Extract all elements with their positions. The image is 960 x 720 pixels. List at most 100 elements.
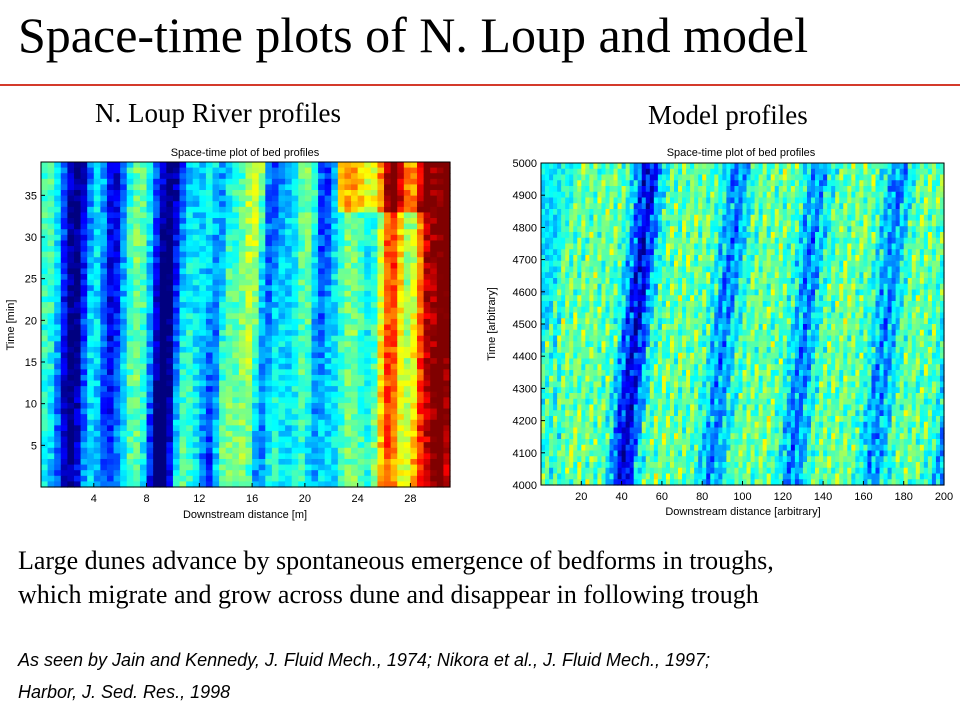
heatmap-cell xyxy=(265,470,273,477)
heatmap-cell xyxy=(166,218,174,225)
heatmap-cell xyxy=(258,285,266,292)
heatmap-cell xyxy=(855,226,860,233)
heatmap-cell xyxy=(553,197,558,204)
heatmap-cell xyxy=(665,214,671,222)
heatmap-cell xyxy=(859,209,864,216)
heatmap-cell xyxy=(106,341,115,348)
heatmap-cell xyxy=(87,229,95,236)
heatmap-cell xyxy=(166,268,174,275)
heatmap-cell xyxy=(573,163,578,170)
heatmap-cell xyxy=(106,352,115,359)
heatmap-cell xyxy=(60,279,68,286)
heatmap-cell xyxy=(146,363,154,370)
heatmap-cell xyxy=(318,380,326,387)
heatmap-cell xyxy=(899,168,905,176)
heatmap-cell xyxy=(219,162,227,169)
heatmap-cell xyxy=(702,186,707,193)
heatmap-cell xyxy=(186,274,194,281)
heatmap-cell xyxy=(238,391,247,398)
heatmap-cell xyxy=(285,178,293,186)
heatmap-cell xyxy=(734,203,740,210)
heatmap-cell xyxy=(232,430,240,438)
heatmap-cell xyxy=(351,391,359,398)
heatmap-cell xyxy=(423,218,431,225)
heatmap-cell xyxy=(205,330,214,337)
heatmap-cell xyxy=(397,369,405,376)
heatmap-cell xyxy=(811,209,816,216)
heatmap-cell xyxy=(133,408,141,415)
heatmap-cell xyxy=(443,358,451,365)
heatmap-cell xyxy=(205,380,214,387)
heatmap-cell xyxy=(891,226,897,233)
x-tick-label: 20 xyxy=(299,493,311,505)
heatmap-cell xyxy=(205,246,214,253)
heatmap-cell xyxy=(87,408,95,415)
heatmap-cell xyxy=(718,191,723,199)
heatmap-cell xyxy=(245,167,253,174)
heatmap-cell xyxy=(159,318,167,326)
heatmap-cell xyxy=(258,335,266,342)
heatmap-cell xyxy=(750,220,756,227)
heatmap-cell xyxy=(851,180,856,187)
heatmap-cell xyxy=(311,167,319,174)
heatmap-cell xyxy=(855,174,860,181)
heatmap-cell xyxy=(357,458,365,466)
heatmap-cell xyxy=(324,481,332,488)
heatmap-cell xyxy=(205,195,214,202)
heatmap-cell xyxy=(750,237,756,245)
heatmap-cell xyxy=(120,447,128,454)
heatmap-cell xyxy=(265,442,273,449)
heatmap-cell xyxy=(318,184,326,191)
heatmap-cell xyxy=(726,186,732,193)
heatmap-cell xyxy=(146,453,154,460)
heatmap-cell xyxy=(212,363,220,370)
heatmap-cell xyxy=(291,374,299,382)
heatmap-cell xyxy=(344,234,352,242)
heatmap-cell xyxy=(397,184,405,191)
heatmap-cell xyxy=(304,246,313,253)
heatmap-cell xyxy=(318,369,326,376)
heatmap-cell xyxy=(403,223,412,230)
heatmap-cell xyxy=(899,220,905,227)
heatmap-cell xyxy=(172,442,181,449)
heatmap-cell xyxy=(802,168,808,176)
heatmap-cell xyxy=(318,240,326,247)
heatmap-cell xyxy=(364,453,372,460)
heatmap-cell xyxy=(225,380,233,387)
heatmap-cell xyxy=(410,279,418,286)
heatmap-cell xyxy=(318,447,326,454)
heatmap-cell xyxy=(851,197,856,204)
heatmap-cell xyxy=(863,180,869,187)
heatmap-cell xyxy=(637,186,643,193)
heatmap-cell xyxy=(344,279,352,286)
heatmap-cell xyxy=(153,201,161,208)
heatmap-cell xyxy=(166,330,174,337)
heatmap-cell xyxy=(192,234,200,242)
heatmap-cell xyxy=(232,341,240,348)
heatmap-cell xyxy=(304,302,313,309)
heatmap-cell xyxy=(278,167,286,174)
heatmap-cell xyxy=(324,374,332,382)
heatmap-cell xyxy=(621,220,627,227)
heatmap-cell xyxy=(337,190,346,197)
heatmap-cell xyxy=(879,232,885,239)
heatmap-cell xyxy=(927,220,933,227)
heatmap-cell xyxy=(245,430,253,438)
heatmap-cell xyxy=(47,190,55,197)
heatmap-cell xyxy=(225,408,233,415)
heatmap-cell xyxy=(311,391,319,398)
heatmap-cell xyxy=(682,186,687,193)
heatmap-cell xyxy=(133,380,141,387)
heatmap-cell xyxy=(126,234,134,242)
heatmap-cell xyxy=(271,481,280,488)
heatmap-cell xyxy=(232,402,240,410)
heatmap-cell xyxy=(265,324,273,331)
heatmap-cell xyxy=(41,201,49,208)
heatmap-cell xyxy=(843,186,848,193)
heatmap-cell xyxy=(271,402,280,410)
heatmap-cell xyxy=(585,237,590,245)
heatmap-cell xyxy=(67,246,75,253)
x-tick-label: 28 xyxy=(404,493,416,505)
heatmap-cell xyxy=(384,296,392,303)
heatmap-cell xyxy=(613,237,619,245)
